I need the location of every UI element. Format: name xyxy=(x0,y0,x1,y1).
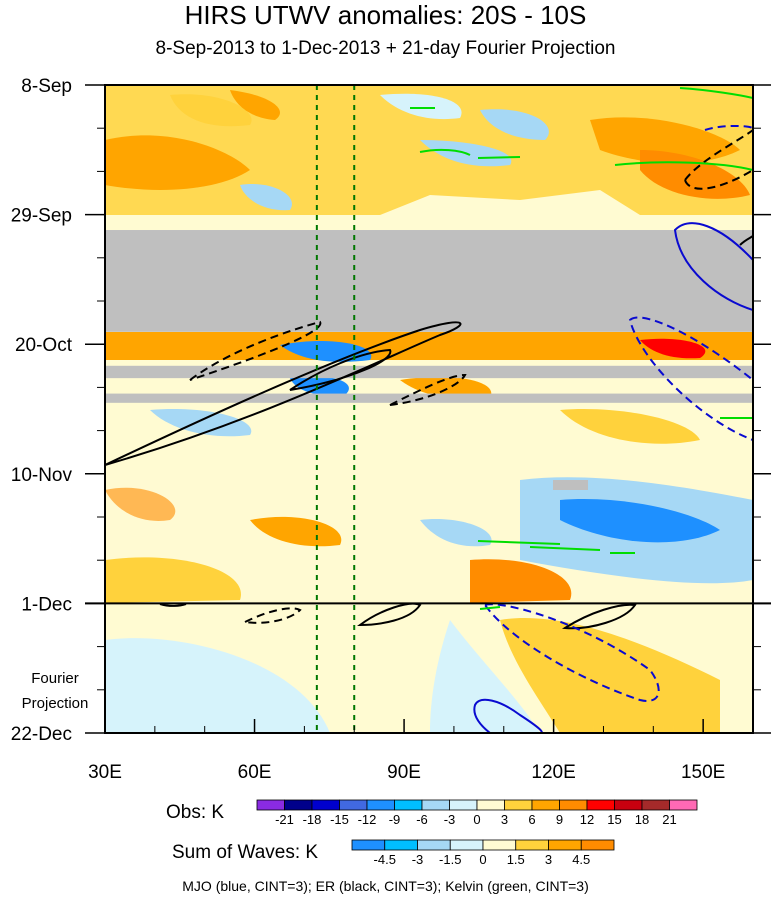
anomaly-field xyxy=(105,85,753,733)
colorbar-swatch xyxy=(669,799,698,811)
colorbar-swatch xyxy=(421,799,450,811)
colorbar-swatch xyxy=(559,799,588,811)
colorbar-tick-label: 18 xyxy=(635,812,649,827)
colorbar-tick-label: -1.5 xyxy=(439,852,461,867)
colorbar-tick-label: -9 xyxy=(389,812,401,827)
missing-data xyxy=(105,230,753,490)
colorbar-swatch xyxy=(417,839,451,851)
colorbar-tick-label: 15 xyxy=(607,812,621,827)
y-tick-label: 1-Dec xyxy=(21,594,72,615)
chart-subtitle: 8-Sep-2013 to 1-Dec-2013 + 21-day Fourie… xyxy=(155,38,616,59)
colorbar-swatch xyxy=(531,799,560,811)
colorbar-swatch xyxy=(580,839,615,851)
colorbar-tick-label: 9 xyxy=(556,812,563,827)
colorbar-swatch xyxy=(482,839,517,851)
colorbar-tick-label: 3 xyxy=(501,812,508,827)
y-tick-label: 8-Sep xyxy=(21,76,72,97)
colorbar-swatch xyxy=(256,799,285,811)
colorbar-tick-label: 12 xyxy=(580,812,594,827)
waves-colorbar: -4.5 -3 -1.5 0 1.5 3 4.5 xyxy=(351,839,615,867)
colorbar-swatch xyxy=(548,839,582,851)
colorbar-tick-label: -12 xyxy=(358,812,377,827)
colorbar-tick-label: -3 xyxy=(412,852,424,867)
y-tick-label: 20-Oct xyxy=(15,335,73,356)
obs-colorbar-label: Obs: K xyxy=(166,802,225,823)
colorbar-swatch xyxy=(586,799,615,811)
fourier-label-line2: Projection xyxy=(21,695,89,712)
colorbar-tick-label: 6 xyxy=(528,812,535,827)
plot-area xyxy=(105,85,753,733)
colorbar-tick-label: -15 xyxy=(330,812,349,827)
colorbar-tick-label: -3 xyxy=(444,812,456,827)
x-tick-label: 30E xyxy=(88,762,122,783)
colorbar-tick-label: 0 xyxy=(473,812,480,827)
colorbar-tick-label: -6 xyxy=(416,812,428,827)
chart-title: HIRS UTWV anomalies: 20S - 10S xyxy=(184,0,587,30)
colorbar-swatch xyxy=(449,799,478,811)
colorbar-swatch xyxy=(641,799,670,811)
mjo-contour xyxy=(673,222,753,312)
x-tick-label: 60E xyxy=(238,762,272,783)
colorbar-tick-label: -4.5 xyxy=(374,852,396,867)
colorbar-swatch xyxy=(515,839,549,851)
wave-contours xyxy=(105,87,753,733)
colorbar-swatch xyxy=(351,839,386,851)
colorbar-swatch xyxy=(476,799,505,811)
y-tick-label: 22-Dec xyxy=(11,724,72,745)
colorbar-swatch xyxy=(366,799,395,811)
missing-band-3 xyxy=(105,393,753,403)
er-contour xyxy=(105,321,462,466)
colorbar-swatch xyxy=(284,799,313,811)
colorbar-swatch xyxy=(394,799,423,811)
x-tick-label: 90E xyxy=(387,762,421,783)
colorbar-swatch xyxy=(384,839,418,851)
colorbar-swatch xyxy=(504,799,533,811)
missing-band-2 xyxy=(105,365,753,379)
missing-band-1 xyxy=(105,230,753,332)
waves-colorbar-label: Sum of Waves: K xyxy=(172,842,319,863)
colorbar-swatch xyxy=(449,839,484,851)
x-tick-label: 150E xyxy=(681,762,725,783)
colorbar-tick-label: -21 xyxy=(275,812,294,827)
y-tick-label: 10-Nov xyxy=(11,465,73,486)
colorbar-swatch xyxy=(311,799,340,811)
colorbar-tick-label: 21 xyxy=(662,812,676,827)
colorbar-swatch xyxy=(339,799,368,811)
colorbar-tick-label: 3 xyxy=(545,852,552,867)
colorbar-tick-label: 1.5 xyxy=(507,852,525,867)
plot-frame xyxy=(104,84,754,734)
obs-colorbar: -21 -18 -15 -12 -9 -6 -3 0 3 6 9 12 15 18 21 xyxy=(256,799,698,827)
x-axis: 30E 60E 90E 120E 150E xyxy=(88,719,754,783)
colorbar-tick-label: -18 xyxy=(303,812,322,827)
y-tick-label: 29-Sep xyxy=(11,206,72,227)
legend-footnote: MJO (blue, CINT=3); ER (black, CINT=3); … xyxy=(182,878,589,894)
colorbar-tick-label: 0 xyxy=(479,852,486,867)
colorbar-swatch xyxy=(614,799,643,811)
x-tick-label: 120E xyxy=(531,762,575,783)
y-axis: 8-Sep 29-Sep 20-Oct 10-Nov 1-Dec 22-Dec xyxy=(11,76,771,745)
colorbar-tick-label: 4.5 xyxy=(572,852,590,867)
fourier-label-line1: Fourier xyxy=(31,670,79,687)
